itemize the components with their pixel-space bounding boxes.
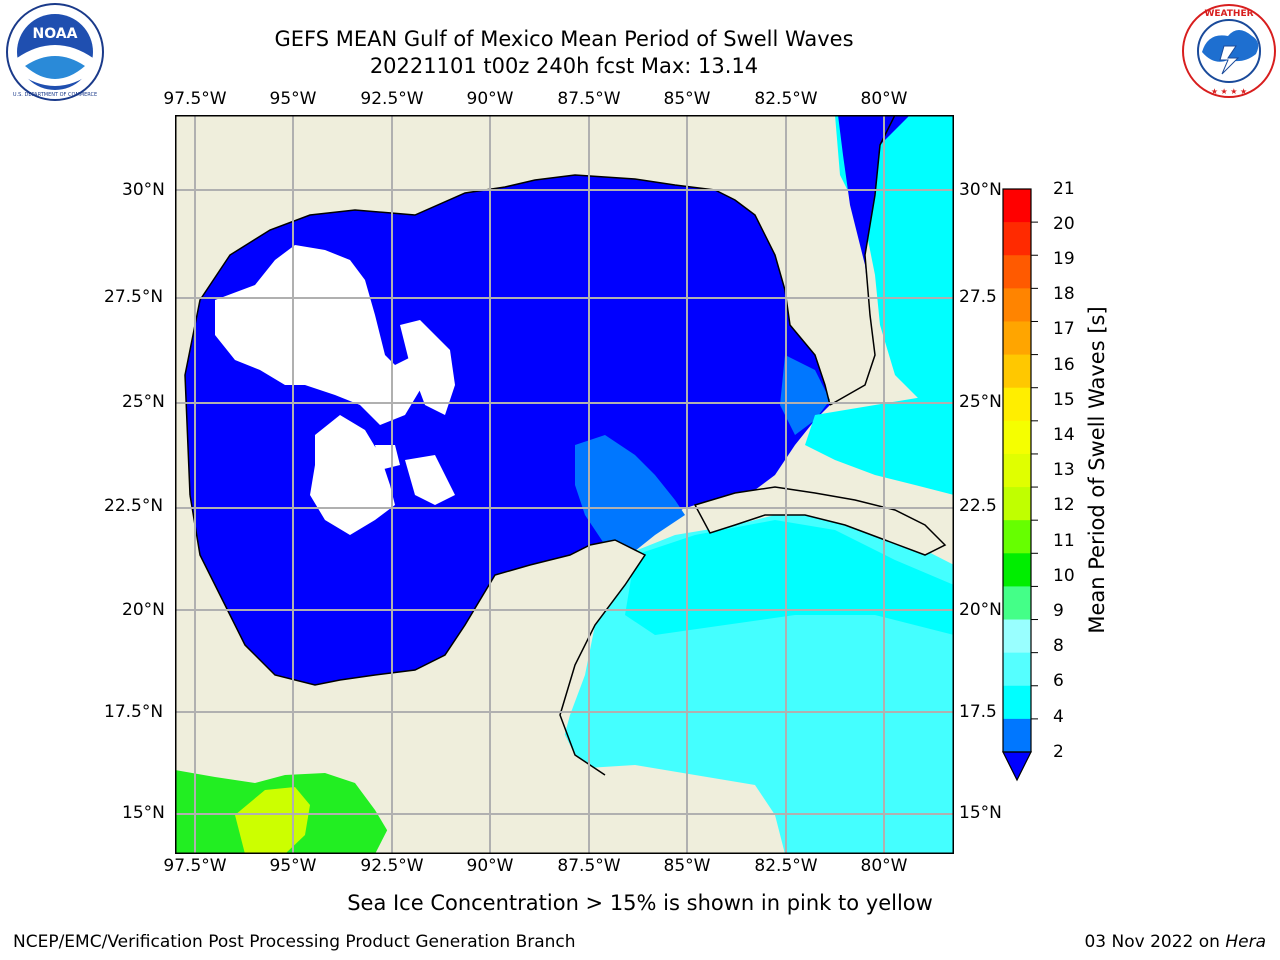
colorbar-tick-label: 2 — [1053, 742, 1064, 762]
colorbar-tick-label: 13 — [1053, 460, 1075, 480]
lon-label: 92.5°W — [360, 89, 424, 109]
lat-label: 27.5°N — [104, 287, 164, 307]
colorbar-tick-label: 15 — [1053, 390, 1075, 410]
caribbean-cyan-band — [625, 520, 954, 635]
map-gridlines — [175, 115, 954, 854]
colorbar-segment — [1003, 553, 1031, 587]
colorbar-segment — [1003, 255, 1031, 289]
colorbar-tick-label: 14 — [1053, 425, 1075, 445]
noaa-logo: NOAA U.S. DEPARTMENT OF COMMERCE — [6, 3, 104, 101]
machine-name: Hera — [1225, 932, 1266, 952]
lon-label: 95°W — [269, 856, 317, 876]
lat-label: 17.5 — [959, 702, 997, 722]
pacific-yellow-patch — [235, 787, 310, 854]
svg-text:U.S. DEPARTMENT OF COMMERCE: U.S. DEPARTMENT OF COMMERCE — [13, 92, 97, 98]
lon-label: 90°W — [466, 89, 514, 109]
colorbar-tick-label: 12 — [1053, 495, 1075, 515]
colorbar-title: Mean Period of Swell Waves [s] — [1085, 306, 1109, 634]
map-subtitle: 20221101 t00z 240h fcst Max: 13.14 — [369, 54, 759, 78]
lat-label: 27.5 — [959, 287, 997, 307]
colorbar-tick-label: 11 — [1053, 531, 1075, 551]
colorbar — [1002, 188, 1038, 782]
colorbar-segment — [1003, 652, 1031, 687]
lon-label: 85°W — [663, 89, 711, 109]
lon-label: 90°W — [466, 856, 514, 876]
lon-label: 80°W — [860, 89, 908, 109]
sea-ice-note: Sea Ice Concentration > 15% is shown in … — [347, 891, 933, 915]
date-text: 03 Nov 2022 — [1084, 932, 1194, 952]
credit-text: NCEP/EMC/Verification Post Processing Pr… — [13, 932, 576, 952]
colorbar-tick-label: 19 — [1053, 249, 1075, 269]
date-stamp: 03 Nov 2022 on Hera — [1084, 932, 1266, 952]
colorbar-segment — [1003, 520, 1031, 554]
colorbar-segment — [1003, 453, 1031, 488]
map-panel — [175, 115, 954, 854]
colorbar-segment — [1003, 619, 1031, 654]
lon-label: 85°W — [663, 856, 711, 876]
lat-label: 15°N — [122, 803, 165, 823]
colorbar-tick-label: 9 — [1053, 601, 1064, 621]
gulf-patch-east — [575, 435, 685, 555]
colorbar-tick-label: 18 — [1053, 284, 1075, 304]
lat-label: 25°N — [959, 392, 1002, 412]
colorbar-segment — [1003, 189, 1031, 223]
colorbar-segment — [1003, 685, 1031, 720]
on-text: on — [1198, 932, 1220, 952]
colorbar-segment — [1003, 354, 1031, 389]
straits-of-florida — [805, 395, 954, 495]
lat-label: 22.5 — [959, 496, 997, 516]
colorbar-tick-label: 16 — [1053, 355, 1075, 375]
lon-label: 92.5°W — [360, 856, 424, 876]
colorbar-tick-label: 6 — [1053, 671, 1064, 691]
colorbar-tick-label: 4 — [1053, 707, 1064, 727]
lat-label: 22.5°N — [104, 496, 164, 516]
colorbar-segment — [1003, 387, 1031, 422]
cuba — [693, 486, 947, 556]
nws-logo: WEATHER ★ ★ ★ ★ — [1182, 4, 1276, 98]
lat-label: 15°N — [959, 803, 1002, 823]
lon-label: 87.5°W — [557, 856, 621, 876]
colorbar-extend-arrow — [1002, 751, 1032, 782]
map-title: GEFS MEAN Gulf of Mexico Mean Period of … — [274, 27, 854, 51]
colorbar-tick-label: 21 — [1053, 179, 1075, 199]
lat-label: 25°N — [122, 392, 165, 412]
colorbar-segment — [1003, 321, 1031, 356]
colorbar-tick-label: 17 — [1053, 319, 1075, 339]
lon-label: 82.5°W — [754, 856, 818, 876]
lon-label: 97.5°W — [163, 89, 227, 109]
colorbar-segment — [1003, 487, 1031, 521]
lon-label: 82.5°W — [754, 89, 818, 109]
colorbar-segment — [1003, 288, 1031, 322]
lat-label: 20°N — [122, 600, 165, 620]
yucatan-peninsula — [375, 540, 775, 854]
colorbar-segment — [1003, 222, 1031, 256]
lon-label: 87.5°W — [557, 89, 621, 109]
lat-label: 30°N — [122, 180, 165, 200]
missing-data-patches — [215, 245, 455, 535]
lat-label: 17.5°N — [104, 702, 164, 722]
colorbar-tick-label: 20 — [1053, 214, 1075, 234]
svg-text:★ ★ ★ ★: ★ ★ ★ ★ — [1211, 87, 1247, 96]
florida-east-coast — [829, 115, 896, 406]
lon-label: 80°W — [860, 856, 908, 876]
lat-label: 30°N — [959, 180, 1002, 200]
colorbar-segment — [1003, 586, 1031, 621]
colorbar-tick-label: 10 — [1053, 566, 1075, 586]
lon-label: 97.5°W — [163, 856, 227, 876]
colorbar-segment — [1003, 420, 1031, 455]
svg-text:WEATHER: WEATHER — [1204, 9, 1253, 19]
svg-text:NOAA: NOAA — [33, 26, 78, 42]
atlantic-coastal-band — [838, 115, 910, 355]
lat-label: 20°N — [959, 600, 1002, 620]
lon-label: 95°W — [269, 89, 317, 109]
colorbar-tick-label: 8 — [1053, 636, 1064, 656]
colorbar-segment — [1003, 718, 1031, 753]
